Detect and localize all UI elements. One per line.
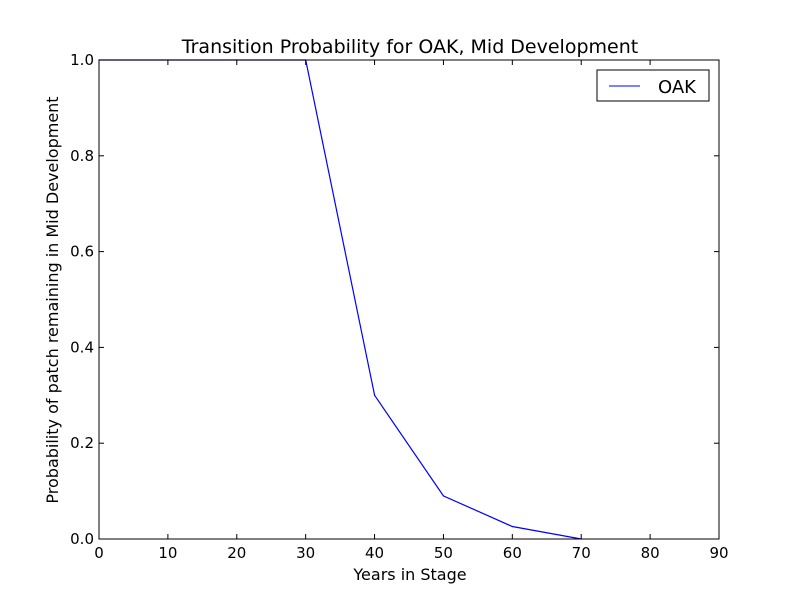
y-tick-label: 0.2 bbox=[70, 434, 94, 452]
x-axis-label: Years in Stage bbox=[352, 565, 466, 584]
x-tick-label: 50 bbox=[434, 544, 453, 562]
legend: OAK bbox=[596, 69, 710, 102]
x-tick-label: 20 bbox=[227, 544, 246, 562]
y-axis-label: Probability of patch remaining in Mid De… bbox=[43, 96, 62, 503]
x-tick-label: 30 bbox=[296, 544, 315, 562]
legend-label-oak: OAK bbox=[658, 77, 697, 98]
x-tick-label: 80 bbox=[641, 544, 660, 562]
x-tick-label: 90 bbox=[709, 544, 728, 562]
data-point-oak bbox=[442, 495, 445, 497]
data-point-oak bbox=[373, 394, 376, 396]
y-tick-label: 1.0 bbox=[70, 51, 94, 69]
x-tick-label: 40 bbox=[365, 544, 384, 562]
y-tick-label: 0.8 bbox=[70, 147, 94, 165]
plot-area bbox=[98, 59, 582, 540]
y-tick-label: 0.0 bbox=[70, 530, 94, 548]
y-tick-label: 0.4 bbox=[70, 338, 94, 356]
series-line-oak bbox=[99, 59, 582, 540]
x-tick-label: 10 bbox=[158, 544, 177, 562]
x-tick-label: 60 bbox=[503, 544, 522, 562]
x-tick-label: 0 bbox=[94, 544, 104, 562]
data-point-oak bbox=[511, 525, 513, 528]
plot-frame bbox=[98, 59, 720, 540]
x-tick-label: 70 bbox=[572, 544, 591, 562]
axis-ticks: 0 10 20 30 40 50 60 70 80 90 0.0 0.2 0.4 0.6 0.8 1.0 bbox=[70, 51, 728, 562]
chart-title: Transition Probability for OAK, Mid Deve… bbox=[181, 36, 638, 58]
y-tick-label: 0.6 bbox=[70, 243, 94, 261]
